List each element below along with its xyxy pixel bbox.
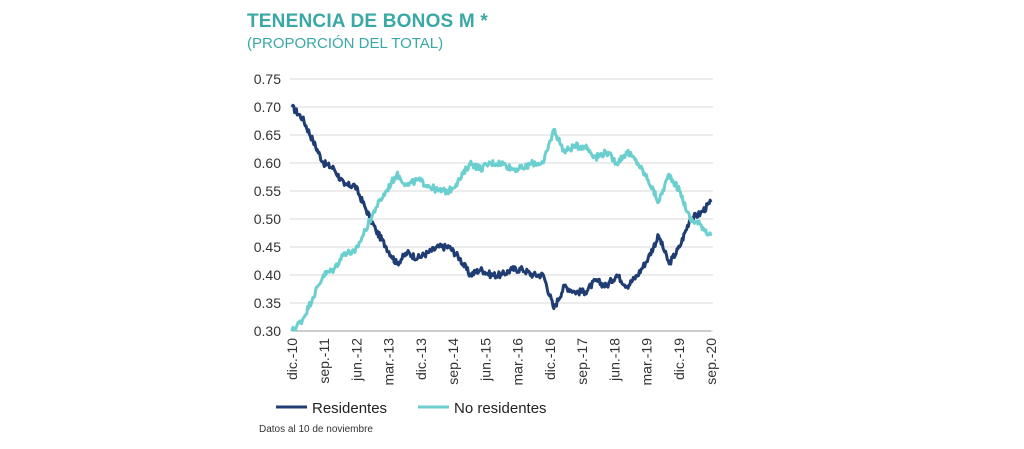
series-line-no-residentes xyxy=(290,127,713,332)
x-tick-label: mar.-19 xyxy=(639,338,655,386)
legend-label-residentes: Residentes xyxy=(312,400,387,417)
y-tick-label: 0.60 xyxy=(254,155,281,171)
legend-label-no-residentes: No residentes xyxy=(454,400,547,417)
y-tick-label: 0.40 xyxy=(254,267,281,283)
x-tick-label: dic.-10 xyxy=(284,338,300,380)
x-tick-label: jun.-12 xyxy=(348,338,364,382)
x-tick-label: sep.-20 xyxy=(703,338,719,385)
y-tick-label: 0.30 xyxy=(254,323,281,339)
y-tick-label: 0.55 xyxy=(254,183,281,199)
x-tick-label: jun.-15 xyxy=(477,338,493,382)
chart-title: TENENCIA DE BONOS M * xyxy=(247,11,489,32)
x-tick-label: sep.-14 xyxy=(445,338,461,385)
x-tick-label: sep.-11 xyxy=(316,338,332,384)
chart-subtitle: (PROPORCIÓN DEL TOTAL) xyxy=(247,35,444,52)
x-tick-label: jun.-18 xyxy=(606,338,622,382)
x-tick-label: mar.-16 xyxy=(510,338,526,386)
y-tick-label: 0.65 xyxy=(254,127,281,143)
series-line-residentes xyxy=(290,103,713,311)
x-tick-label: mar.-13 xyxy=(381,338,397,386)
x-tick-label: dic.-16 xyxy=(542,338,558,380)
y-tick-label: 0.70 xyxy=(254,99,281,115)
x-tick-label: sep.-17 xyxy=(574,338,590,385)
y-tick-label: 0.50 xyxy=(254,211,281,227)
x-tick-label: dic.-19 xyxy=(671,338,687,380)
x-tick-label: dic.-13 xyxy=(413,338,429,380)
y-tick-label: 0.35 xyxy=(254,295,281,311)
y-tick-label: 0.75 xyxy=(254,71,281,87)
footnote: Datos al 10 de noviembre xyxy=(259,424,373,435)
y-tick-label: 0.45 xyxy=(254,239,281,255)
